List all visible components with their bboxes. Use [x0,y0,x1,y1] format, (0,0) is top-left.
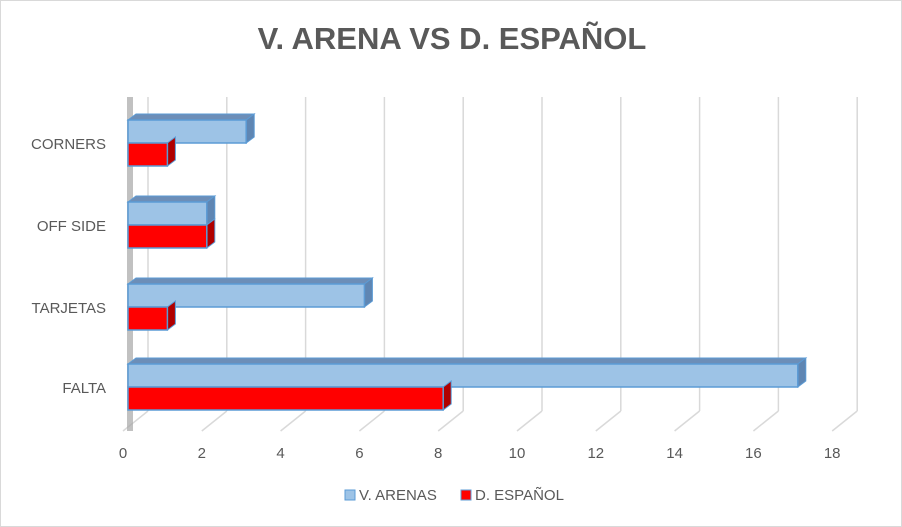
bar-d-espa-ol-off-side [127,224,208,249]
y-tick-label: CORNERS [31,136,106,153]
x-tick-label: 4 [276,445,284,462]
x-tick-label: 12 [587,445,604,462]
bar-d-espa-ol-falta [127,386,444,411]
bar-d-espa-ol-corners [127,142,169,167]
gridline [595,410,622,432]
legend-label: D. ESPAÑOL [475,487,564,504]
gridline [122,410,149,432]
y-tick-label: FALTA [62,380,106,397]
x-tick-label: 18 [824,445,841,462]
legend-swatch [460,489,472,501]
bar-v-arenas-off-side [127,201,208,226]
x-tick-label: 10 [509,445,526,462]
gridline [280,410,307,432]
chart-title: V. ARENA VS D. ESPAÑOL [258,21,647,56]
x-tick-label: 8 [434,445,442,462]
gridline [831,410,858,432]
x-tick-label: 14 [666,445,683,462]
y-tick-label: OFF SIDE [37,218,106,235]
y-tick-label: TARJETAS [32,300,106,317]
gridline [437,410,464,432]
bar-top [126,357,808,365]
bar-top [126,277,374,285]
x-tick-label: 2 [198,445,206,462]
gridline [674,410,701,432]
axis-wall [127,97,133,431]
x-tick-label: 16 [745,445,762,462]
bar-top [126,113,256,121]
bar-v-arenas-tarjetas [127,283,366,308]
gridline [358,410,385,432]
bar-top [126,195,217,203]
bar-d-espa-ol-tarjetas [127,306,169,331]
x-tick-label: 0 [119,445,127,462]
x-tick-label: 6 [355,445,363,462]
legend-label: V. ARENAS [359,487,437,504]
legend-swatch [344,489,356,501]
bar-v-arenas-corners [127,119,247,144]
bar-v-arenas-falta [127,363,799,388]
gridline [752,410,779,432]
gridline [516,410,543,432]
gridline [201,410,228,432]
